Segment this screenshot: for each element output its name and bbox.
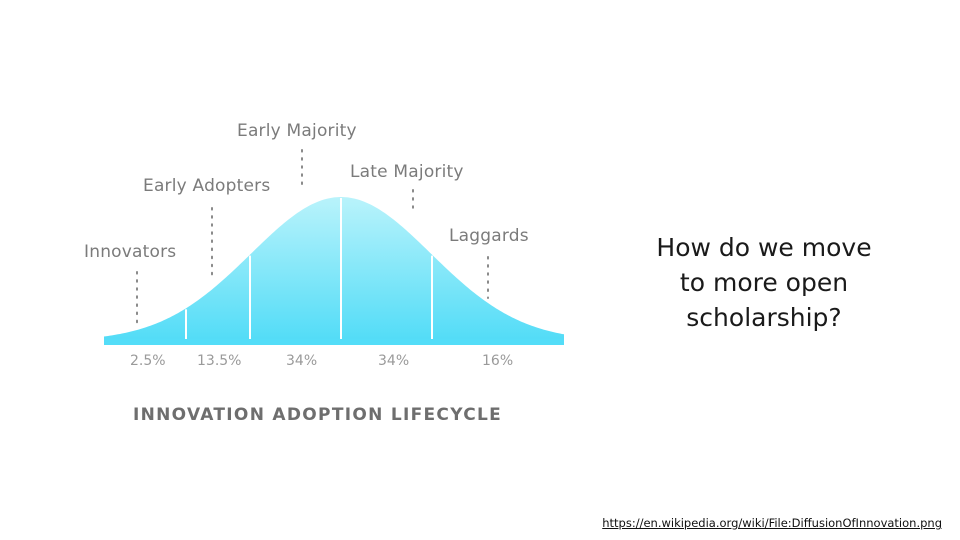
segment-percent-early-adopters: 13.5% (197, 353, 242, 369)
diagram-title: INNOVATION ADOPTION LIFECYCLE (133, 405, 503, 425)
segment-label-innovators: Innovators (84, 242, 177, 262)
segment-label-laggards: Laggards (449, 226, 529, 246)
segment-percent-late-majority: 34% (378, 353, 410, 369)
segment-percent-early-majority: 34% (286, 353, 318, 369)
source-link[interactable]: https://en.wikipedia.org/wiki/File:Diffu… (602, 516, 942, 530)
segment-percent-laggards: 16% (482, 353, 514, 369)
segment-label-late-majority: Late Majority (350, 162, 464, 182)
curve-baseline (104, 339, 564, 345)
segment-label-early-adopters: Early Adopters (143, 176, 271, 196)
slide-question: How do we move to more open scholarship? (656, 233, 872, 332)
segment-label-early-majority: Early Majority (237, 121, 357, 141)
bell-curve-area (104, 197, 564, 341)
segment-percent-innovators: 2.5% (130, 353, 166, 369)
